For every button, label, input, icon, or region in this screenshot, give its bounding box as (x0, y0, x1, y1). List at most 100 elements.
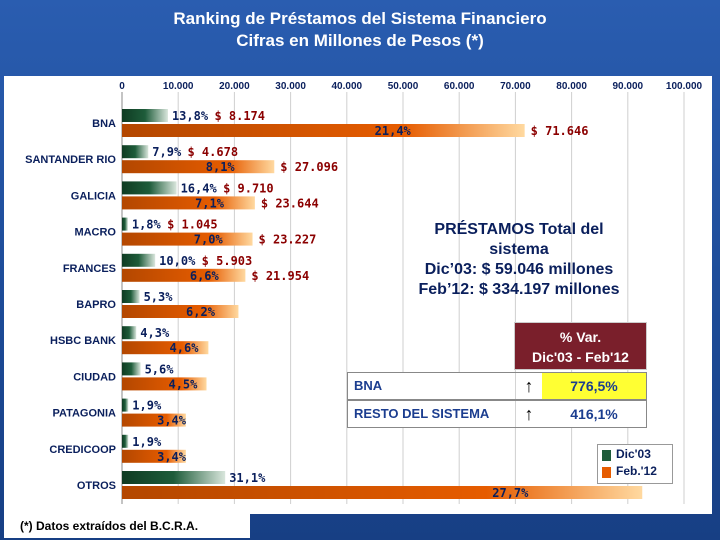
bar-dic03 (122, 290, 140, 303)
x-tick-label: 90.000 (613, 81, 644, 92)
bar-feb12 (122, 377, 207, 391)
info-line-2: sistema (489, 241, 549, 258)
legend-label: Feb.'12 (616, 464, 657, 478)
data-label-pct-dic03: 5,3% (144, 290, 174, 304)
x-tick-label: 0 (119, 81, 125, 92)
info-line-4: Feb’12: $ 334.197 millones (418, 281, 620, 298)
data-label-pct-feb12: 8,1% (206, 160, 236, 174)
variation-row-name: RESTO DEL SISTEMA (348, 401, 515, 427)
variation-row-bna: BNA ↑ 776,5% (347, 372, 647, 400)
bar-feb12 (122, 268, 246, 282)
x-tick-label: 60.000 (444, 81, 475, 92)
data-label-pct-dic03: 1,9% (132, 399, 162, 413)
bar-dic03 (122, 434, 129, 448)
data-label-pct-dic03: 31,1% (229, 471, 266, 485)
bar-feb12 (122, 413, 186, 427)
variation-row-resto: RESTO DEL SISTEMA ↑ 416,1% (347, 400, 647, 428)
data-label-pct-feb12: 4,6% (170, 341, 200, 355)
x-tick-label: 80.000 (556, 81, 587, 92)
data-label-pct-feb12: 7,0% (194, 233, 224, 247)
data-label-pct-feb12: 27,7% (492, 486, 529, 500)
bar-feb12 (122, 232, 253, 246)
data-label-pct-feb12: 21,4% (375, 124, 412, 138)
x-tick-label: 30.000 (275, 81, 306, 92)
data-label-pct-dic03: 16,4% (181, 181, 218, 195)
title-line-2: Cifras en Millones de Pesos (*) (236, 31, 484, 50)
bar-chart: 0 10.000 20.000 30.000 40.000 50.000 60.000 70.… (25, 81, 703, 504)
bar-feb12 (122, 449, 186, 463)
variation-row-name: BNA (348, 373, 515, 399)
data-label-pct-dic03: 4,3% (140, 326, 170, 340)
category-label: GALICIA (71, 190, 116, 202)
bar-feb12 (122, 196, 255, 210)
variation-row-value: 776,5% (542, 373, 646, 399)
category-label: FRANCES (63, 263, 116, 275)
arrow-up-icon: ↑ (524, 404, 534, 424)
data-label-pct-dic03: 1,8% (132, 218, 162, 232)
x-tick-label: 40.000 (332, 81, 363, 92)
data-label-pct-dic03: 5,6% (145, 362, 175, 376)
data-label-amount-dic03: $ 5.903 (202, 254, 253, 268)
variation-table-header: % Var. Dic'03 - Feb'12 (514, 322, 647, 370)
x-tick-label: 50.000 (388, 81, 419, 92)
bar-dic03 (122, 253, 156, 267)
category-label: PATAGONIA (52, 408, 116, 420)
info-line-3: Dic’03: $ 59.046 millones (424, 261, 614, 278)
data-label-pct-feb12: 7,1% (195, 196, 225, 210)
footnote: (*) Datos extraídos del B.C.R.A. (20, 519, 199, 533)
data-label-amount-dic03: $ 9.710 (223, 181, 274, 195)
x-tick-label: 100.000 (666, 81, 703, 92)
data-label-amount-feb12: $ 27.096 (280, 160, 338, 174)
data-label-pct-feb12: 6,2% (186, 305, 216, 319)
bar-feb12 (122, 305, 239, 318)
data-label-pct-feb12: 6,6% (190, 269, 220, 283)
bar-dic03 (122, 109, 168, 122)
bar-dic03 (122, 398, 129, 412)
bar-dic03 (122, 471, 226, 484)
bar-dic03 (122, 217, 128, 231)
title-line-1: Ranking de Préstamos del Sistema Financi… (173, 9, 547, 28)
arrow-up-icon: ↑ (524, 376, 534, 396)
data-label-pct-dic03: 7,9% (152, 145, 182, 159)
info-line-1: PRÉSTAMOS Total del (434, 221, 604, 238)
bar-dic03 (122, 326, 137, 340)
data-label-amount-feb12: $ 23.644 (261, 196, 319, 210)
data-label-pct-dic03: 13,8% (172, 109, 209, 123)
category-label: SANTANDER RIO (25, 154, 116, 166)
category-label: OTROS (77, 480, 116, 492)
data-label-amount-feb12: $ 71.646 (531, 124, 589, 138)
bar-feb12 (122, 160, 275, 174)
chart-panel: 0 10.000 20.000 30.000 40.000 50.000 60.000 70.… (4, 76, 712, 514)
category-label: CREDICOOP (49, 444, 116, 456)
data-label-amount-feb12: $ 21.954 (251, 269, 309, 283)
data-label-pct-feb12: 3,4% (157, 414, 187, 428)
category-label: BAPRO (76, 299, 116, 311)
data-label-amount-dic03: $ 4.678 (187, 145, 238, 159)
data-label-pct-dic03: 10,0% (159, 254, 196, 268)
footnote-background (4, 514, 250, 538)
x-tick-label: 20.000 (219, 81, 250, 92)
variation-row-value: 416,1% (542, 401, 646, 427)
category-label: BNA (92, 118, 116, 130)
variation-header-line-1: % Var. (559, 329, 602, 345)
data-label-amount-dic03: $ 8.174 (214, 109, 265, 123)
bar-dic03 (122, 181, 177, 195)
legend-swatch (602, 467, 611, 478)
data-label-pct-feb12: 4,5% (168, 377, 198, 391)
data-label-amount-feb12: $ 23.227 (259, 233, 317, 247)
data-label-amount-dic03: $ 1.045 (167, 218, 218, 232)
bar-dic03 (122, 362, 141, 376)
legend-label: Dic'03 (616, 447, 651, 461)
x-tick-label: 10.000 (163, 81, 194, 92)
bar-feb12 (122, 341, 209, 355)
chart-legend: Dic'03 Feb.'12 (597, 444, 673, 484)
legend-swatch (602, 450, 611, 461)
category-label: CIUDAD (73, 371, 116, 383)
bar-feb12 (122, 124, 525, 137)
variation-header-line-2: Dic'03 - Feb'12 (532, 349, 629, 365)
bar-dic03 (122, 145, 149, 159)
x-tick-label: 70.000 (500, 81, 531, 92)
category-label: HSBC BANK (50, 335, 116, 347)
category-label: MACRO (74, 227, 116, 239)
